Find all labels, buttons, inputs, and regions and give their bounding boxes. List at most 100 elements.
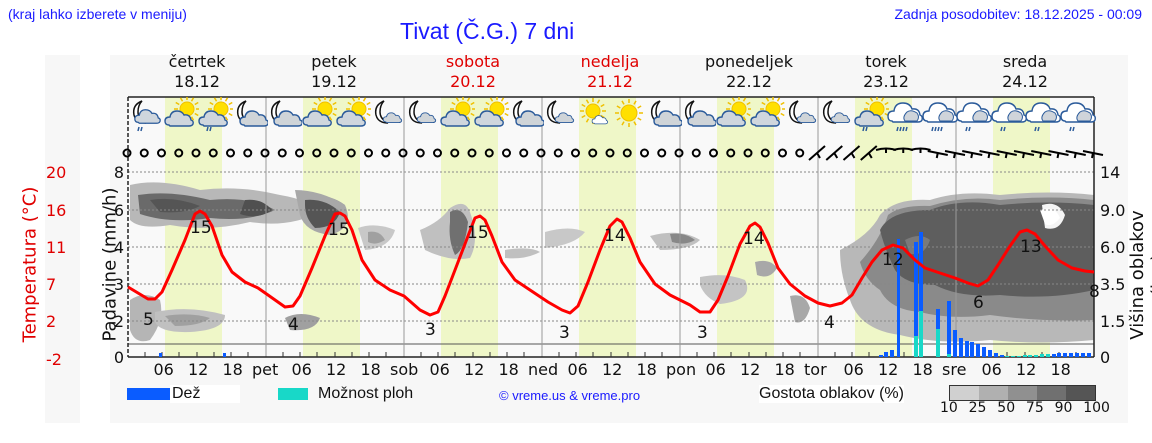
page-title: Tivat (Č.G.) 7 dni xyxy=(400,18,575,44)
night-cloud-small-icon xyxy=(374,100,402,124)
sun-cloud-icon xyxy=(750,97,785,127)
calm-wind-icon xyxy=(174,148,184,158)
calm-wind-icon xyxy=(139,148,149,158)
cloud-drizzle-icon xyxy=(990,102,1027,132)
night-cloud-small-icon xyxy=(546,100,575,124)
wind-barb-icon xyxy=(1082,150,1104,159)
day-date: 23.12 xyxy=(863,72,909,91)
day-name: petek xyxy=(311,52,357,71)
cloud-tick: 3.5 xyxy=(1100,275,1126,294)
density-tick: 50 xyxy=(997,400,1016,416)
region-hint[interactable]: (kraj lahko izberete v meniju) xyxy=(8,6,187,22)
calm-wind-icon xyxy=(743,148,753,158)
calm-wind-icon xyxy=(795,148,805,158)
credit-link[interactable]: © vreme.us & vreme.pro xyxy=(499,388,641,403)
density-swatch xyxy=(950,386,979,400)
calm-wind-icon xyxy=(691,148,701,158)
cloud-tick: 1.5 xyxy=(1100,312,1126,331)
temp-tick: 20 xyxy=(46,163,67,182)
sun-cloud-drizzle-icon xyxy=(198,97,233,132)
day-date: 24.12 xyxy=(1002,72,1048,91)
cloud-rain-icon xyxy=(921,102,958,132)
day-date: 20.12 xyxy=(450,72,496,91)
night-cloud-icon xyxy=(270,100,302,127)
x-tick-label: 12 xyxy=(740,360,761,379)
calm-wind-icon xyxy=(329,148,339,158)
calm-wind-icon xyxy=(191,148,201,158)
density-tick: 90 xyxy=(1054,400,1073,416)
density-tick: 10 xyxy=(940,400,958,416)
x-tick-label: 18 xyxy=(912,360,933,379)
calm-wind-icon xyxy=(157,148,166,158)
calm-wind-icon xyxy=(226,148,235,158)
x-axis-ticks: 06 12 18 pet 06 12 18 sob 06 12 18 ned 06 12 18 pon 06 12… xyxy=(128,360,1094,382)
cloud-tick: 9.0 xyxy=(1100,201,1126,220)
last-updated: Zadnja posodobitev: 18.12.2025 - 00:09 xyxy=(894,6,1142,22)
precip-tick: 6 xyxy=(113,201,124,220)
wind-barb-icon xyxy=(825,145,843,161)
sun-cloud-icon xyxy=(301,97,337,127)
x-tick-label: 06 xyxy=(567,360,588,379)
cloud-tick: 14 xyxy=(1100,163,1121,182)
grid-lines xyxy=(128,171,1094,322)
calm-wind-icon xyxy=(605,148,615,158)
cloud-tick: 0 xyxy=(1100,348,1111,367)
showers-legend-label: Možnost ploh xyxy=(318,385,414,402)
calm-wind-icon xyxy=(709,148,718,158)
calm-wind-icon xyxy=(243,148,253,158)
x-tick-label: sre xyxy=(942,360,967,379)
calm-wind-icon xyxy=(640,148,649,158)
calm-wind-icon xyxy=(571,148,580,158)
weather-icons-row xyxy=(128,97,1096,137)
calm-wind-icon xyxy=(502,148,511,158)
sun-cloud-icon xyxy=(474,97,509,127)
day-date: 22.12 xyxy=(726,72,772,91)
svg-text:3: 3 xyxy=(425,320,436,340)
calm-wind-icon xyxy=(726,148,736,158)
day-name: sreda xyxy=(1002,52,1048,71)
x-tick-label: pon xyxy=(666,360,697,379)
x-tick-label: 12 xyxy=(602,360,623,379)
density-tick: 25 xyxy=(968,400,987,416)
calm-wind-icon xyxy=(778,148,787,158)
x-tick-label: 06 xyxy=(291,360,312,379)
calm-wind-icon xyxy=(450,148,460,158)
precip-tick: 3 xyxy=(113,275,124,294)
density-scale-ticks: 10 25 50 75 90 100 xyxy=(940,400,1110,416)
x-tick-label: 12 xyxy=(326,360,347,379)
svg-text:14: 14 xyxy=(604,226,626,246)
calm-wind-icon xyxy=(277,148,287,158)
x-tick-label: 06 xyxy=(429,360,450,379)
calm-wind-icon xyxy=(208,148,218,158)
wind-row xyxy=(122,145,1104,161)
night-cloud-icon xyxy=(236,100,268,127)
wind-barb-icon xyxy=(860,145,878,161)
wind-barb-icon xyxy=(842,145,861,161)
sun-small-cloud-icon xyxy=(579,98,608,125)
x-tick-label: ned xyxy=(528,360,559,379)
precip-tick: 8 xyxy=(113,163,124,182)
x-tick-label: 06 xyxy=(981,360,1002,379)
density-swatch xyxy=(1066,386,1095,400)
calm-wind-icon xyxy=(519,148,529,158)
wind-barb-icon xyxy=(1013,150,1035,159)
day-name: sobota xyxy=(445,52,501,71)
calm-wind-icon xyxy=(622,148,632,158)
temp-tick: 16 xyxy=(46,201,67,220)
calm-wind-icon xyxy=(484,148,494,158)
wind-barb-icon xyxy=(996,150,1017,159)
night-cloud-drizzle-icon xyxy=(132,100,161,132)
x-tick-label: 12 xyxy=(1016,360,1037,379)
wind-barb-icon xyxy=(944,150,966,159)
calm-wind-icon xyxy=(364,148,373,158)
cloud-rain-icon xyxy=(887,102,923,132)
svg-text:15: 15 xyxy=(190,218,212,238)
day-name: četrtek xyxy=(168,52,226,71)
svg-text:12: 12 xyxy=(882,250,904,270)
svg-text:3: 3 xyxy=(697,323,708,343)
svg-text:15: 15 xyxy=(467,223,489,243)
precip-tick: 0 xyxy=(113,348,124,367)
svg-text:6: 6 xyxy=(973,293,984,313)
temp-tick: 11 xyxy=(46,238,67,257)
density-swatch xyxy=(979,386,1008,400)
